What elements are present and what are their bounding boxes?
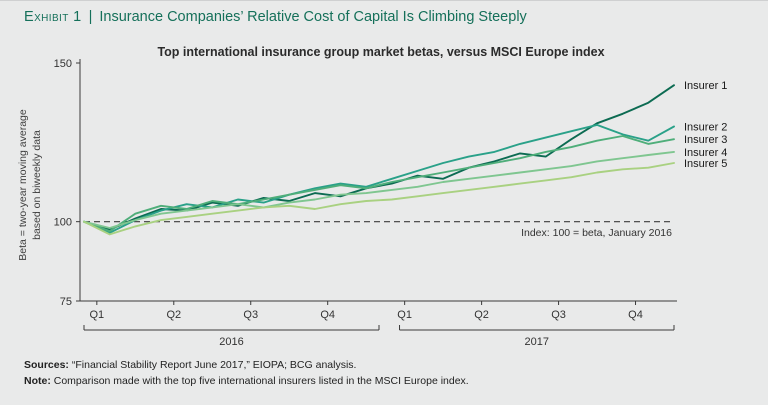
x-tick-label: Q4 xyxy=(628,309,643,321)
note-text: Comparison made with the top five intern… xyxy=(50,375,469,388)
y-axis-label: Beta = two-year moving average based on … xyxy=(16,82,44,288)
series-line-insurer-2 xyxy=(83,123,675,234)
y-axis-label-line2: based on biweekly data xyxy=(31,130,44,240)
x-tick-label: Q3 xyxy=(551,309,566,321)
exhibit-label: Exhibit 1 xyxy=(24,9,82,25)
year-label: 2017 xyxy=(525,336,549,348)
sources-label: Sources: xyxy=(24,359,69,371)
page-title: Insurance Companies’ Relative Cost of Ca… xyxy=(99,9,527,25)
chart-title: Top international insurance group market… xyxy=(157,45,605,59)
series-label-insurer-1: Insurer 1 xyxy=(684,80,727,92)
y-axis-label-line1: Beta = two-year moving average xyxy=(17,109,29,261)
series-label-insurer-2: Insurer 2 xyxy=(684,121,727,133)
footer: Sources: “Financial Stability Report Jun… xyxy=(24,357,744,390)
series-line-insurer-4 xyxy=(83,150,675,229)
note-label: Note: xyxy=(24,375,51,388)
y-tick-label: 150 xyxy=(54,58,72,70)
exhibit-header: Exhibit 1 | Insurance Companies’ Relativ… xyxy=(24,9,527,25)
series-label-insurer-3: Insurer 3 xyxy=(684,134,727,146)
x-tick-label: Q3 xyxy=(243,309,258,321)
exhibit-separator: | xyxy=(88,9,93,25)
x-tick-label: Q4 xyxy=(320,309,335,321)
sources-text: “Financial Stability Report June 2017,” … xyxy=(68,359,357,371)
year-label: 2016 xyxy=(219,336,243,348)
y-tick-label: 75 xyxy=(60,296,72,308)
x-tick-label: Q2 xyxy=(474,309,489,321)
note-line: Note: Comparison made with the top five … xyxy=(24,373,744,389)
series-label-insurer-5: Insurer 5 xyxy=(684,158,727,170)
series-line-insurer-3 xyxy=(83,135,675,233)
sources-line: Sources: “Financial Stability Report Jun… xyxy=(24,357,744,373)
series-line-insurer-5 xyxy=(83,162,675,236)
x-tick-label: Q1 xyxy=(89,309,104,321)
y-tick-label: 100 xyxy=(54,217,72,229)
index-baseline-annotation: Index: 100 = beta, January 2016 xyxy=(521,227,672,239)
x-tick-label: Q2 xyxy=(166,309,181,321)
x-tick-label: Q1 xyxy=(397,309,412,321)
series-label-insurer-4: Insurer 4 xyxy=(684,147,727,159)
